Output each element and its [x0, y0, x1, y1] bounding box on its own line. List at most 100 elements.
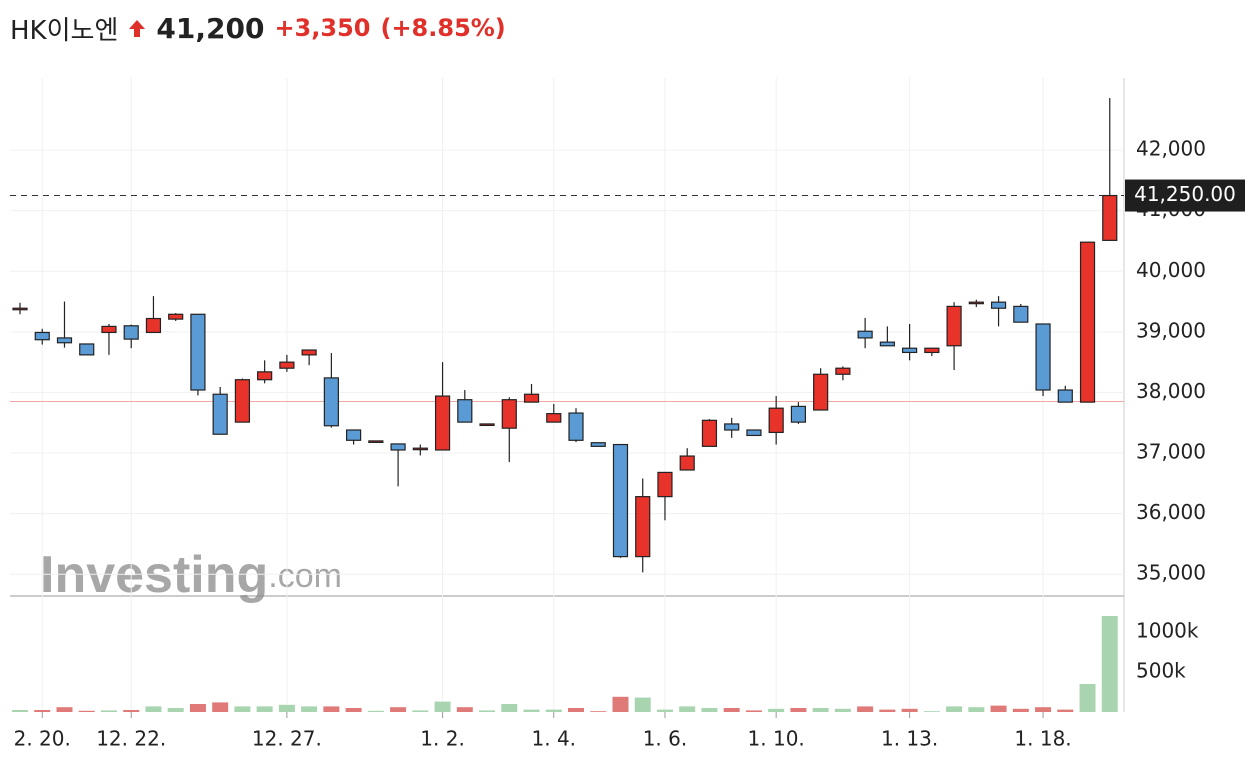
candle-body [368, 440, 384, 444]
price-change: +3,350 [274, 14, 371, 42]
volume-bar [523, 709, 540, 712]
volume-bar [590, 711, 607, 712]
last-price-label: 41,250.00 [1134, 182, 1236, 206]
volume-bar [545, 709, 562, 712]
y-tick-label: 38,000 [1136, 379, 1206, 403]
candle-body [746, 429, 762, 437]
candle-body [212, 393, 228, 435]
volume-bar [745, 710, 762, 712]
stock-price: 41,200 [156, 11, 265, 45]
x-tick-label: 12. 27. [252, 727, 322, 751]
volume-bar [412, 710, 429, 712]
volume-bar [946, 706, 963, 712]
y-tick-label: 35,000 [1136, 561, 1206, 585]
candle-body [902, 347, 918, 354]
watermark-brand: Investing [40, 546, 268, 604]
x-tick-label: 1. 4. [532, 727, 577, 751]
volume-bar [568, 708, 585, 712]
watermark-suffix: .com [268, 557, 342, 595]
volume-bar [723, 708, 740, 712]
volume-bar [189, 704, 206, 712]
volume-bar [834, 708, 851, 712]
candle-body [1057, 389, 1073, 403]
x-tick-label: 1. 2. [420, 727, 465, 751]
candle-body [879, 341, 895, 347]
y-tick-label: 40,000 [1136, 258, 1206, 282]
volume-bar [1057, 709, 1074, 712]
candle-body [1013, 305, 1029, 323]
volume-bar [145, 706, 162, 712]
last-price-box [1125, 179, 1245, 212]
x-tick-label: 2. 20. [14, 727, 71, 751]
volume-bar [679, 706, 696, 712]
candle-body [479, 423, 495, 427]
candle-body [279, 361, 295, 369]
candle-body [390, 443, 406, 451]
volume-bar [923, 711, 940, 712]
candle-body [501, 399, 517, 429]
candle-body [1102, 194, 1118, 241]
volume-bar [990, 705, 1007, 712]
candle-body [990, 301, 1007, 309]
x-tick-label: 12. 22. [96, 727, 166, 751]
candle-body [946, 305, 962, 347]
candle-body [12, 307, 28, 311]
volume-bar [634, 697, 651, 712]
candle-body [257, 371, 273, 381]
candle-body [101, 325, 117, 334]
volume-bar [323, 706, 340, 712]
volume-bar [879, 709, 896, 712]
watermark: Investing.com [40, 546, 342, 604]
up-arrow [129, 20, 146, 37]
candle-body [434, 395, 451, 451]
candle-body [412, 447, 428, 451]
x-tick-label: 1. 6. [643, 727, 688, 751]
volume-bar [1012, 708, 1029, 712]
volume-bar [456, 707, 473, 712]
candle-body [657, 471, 673, 498]
price-change-pct: (+8.85%) [380, 14, 506, 42]
volume-bar [390, 707, 407, 712]
volume-bar [78, 710, 95, 712]
volume-tick-label: 500k [1136, 659, 1186, 683]
candle-body [701, 419, 718, 447]
candle-body [1079, 241, 1096, 403]
candle-body [1035, 323, 1051, 391]
candle-body [590, 442, 606, 447]
candle-body [56, 337, 73, 344]
volume-bar [12, 710, 29, 712]
volume-bar [479, 710, 496, 712]
volume-bar [56, 707, 73, 712]
candle-body [835, 367, 851, 375]
header: HK이노엔 41,200 +3,350 (+8.85%) [10, 8, 506, 48]
volume-bar [812, 708, 829, 712]
candle-body [457, 399, 473, 423]
candle-body [724, 423, 740, 431]
volume-bar [501, 704, 518, 712]
candle-body [568, 412, 584, 441]
x-tick-label: 1. 13. [881, 727, 938, 751]
volume-bar [234, 706, 251, 712]
x-tick-label: 1. 10. [748, 727, 805, 751]
volume-tick-label: 1000k [1136, 619, 1199, 643]
volume-bar [901, 708, 918, 712]
volume-bar [212, 702, 229, 712]
candle-body [323, 377, 339, 427]
volume-bar [790, 708, 807, 712]
candle-body [145, 317, 162, 334]
candle-body [546, 413, 562, 423]
volume-bar [301, 706, 318, 712]
volume-bar [123, 710, 140, 712]
candle-body [301, 349, 317, 356]
x-tick-label: 1. 18. [1014, 727, 1071, 751]
volume-bar [367, 710, 384, 712]
candle-body [813, 373, 829, 411]
candle-body [123, 325, 139, 340]
volume-bar [968, 707, 985, 712]
candle-body [968, 301, 984, 305]
candle-body [790, 405, 807, 423]
y-tick-label: 42,000 [1136, 137, 1206, 161]
volume-bar [768, 708, 785, 712]
y-tick-label: 39,000 [1136, 318, 1206, 342]
